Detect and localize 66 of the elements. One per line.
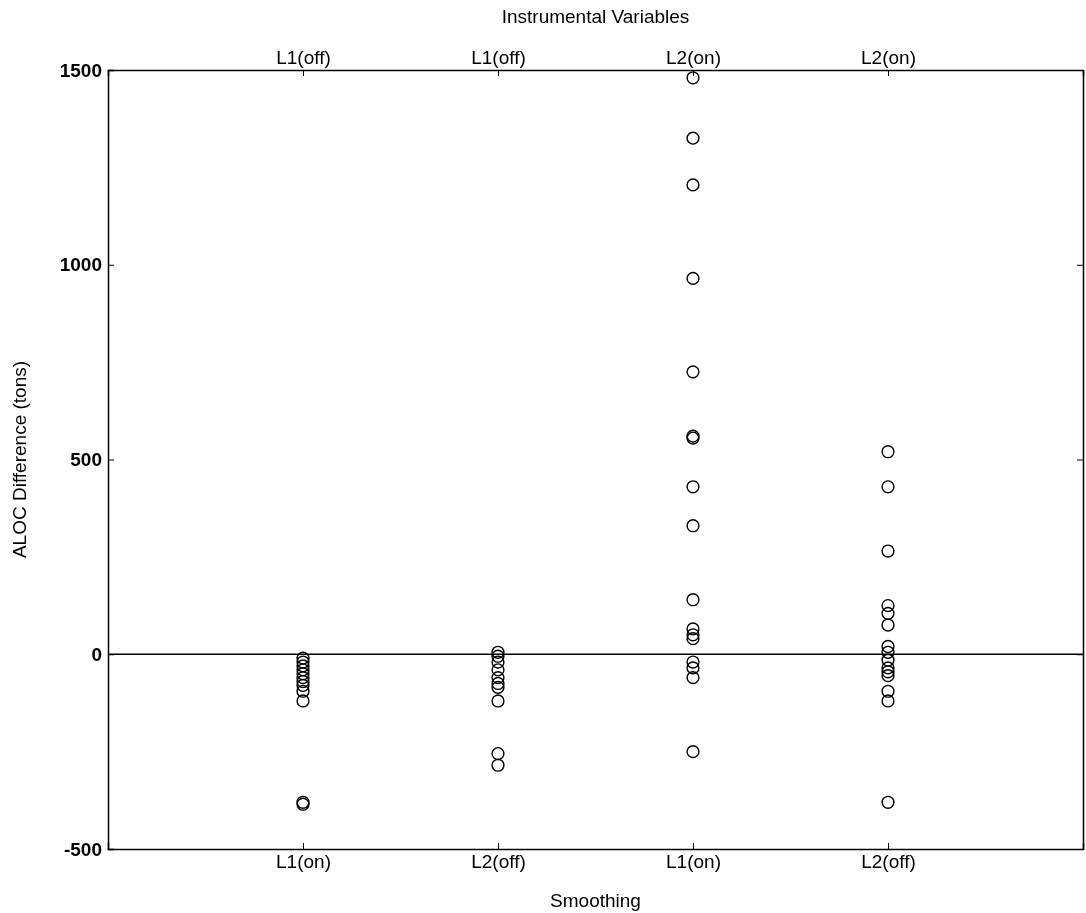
text: L1(off) (276, 47, 331, 68)
point (881, 639, 895, 654)
y-tick-label: 1000 (59, 254, 102, 276)
point (686, 628, 700, 642)
point (296, 678, 310, 693)
point (881, 445, 895, 459)
point (491, 671, 505, 685)
y-tick-label: -500 (63, 838, 102, 860)
point (881, 598, 895, 613)
x-tick-label: L2(off) (861, 851, 916, 873)
point (296, 651, 310, 665)
y-axis-title: ALOC Difference (tons) (9, 360, 30, 559)
point (686, 365, 700, 379)
point (296, 667, 310, 681)
point (296, 671, 310, 685)
point (686, 131, 700, 145)
point (686, 71, 700, 85)
y-tick-label: 500 (70, 449, 102, 471)
point (881, 795, 895, 809)
point (881, 684, 895, 698)
point (686, 655, 700, 669)
x2-axis-title: Instrumental Variables (501, 6, 690, 27)
point (686, 519, 700, 533)
text: L2(on) (861, 47, 916, 68)
point (296, 663, 310, 677)
point (881, 653, 895, 667)
point (296, 659, 310, 673)
point (686, 632, 700, 646)
point (686, 480, 700, 494)
point (686, 593, 700, 607)
point (491, 676, 505, 691)
point (491, 758, 505, 772)
point (686, 178, 700, 192)
point (491, 694, 505, 708)
point (296, 684, 310, 698)
point (491, 746, 505, 761)
point (881, 694, 895, 708)
x-tick-label: L2(off) (471, 851, 526, 873)
point (881, 618, 895, 632)
point (686, 745, 700, 759)
text: L1(off) (471, 47, 526, 68)
point (296, 674, 310, 689)
point (881, 665, 895, 679)
point (296, 694, 310, 708)
point (881, 669, 895, 683)
text: L2(on) (666, 47, 721, 68)
point (881, 544, 895, 558)
point (491, 645, 505, 659)
point (686, 271, 700, 285)
point (491, 680, 505, 694)
point (491, 649, 505, 663)
point (881, 661, 895, 675)
y-tick-label: 1500 (59, 59, 102, 81)
point (296, 655, 310, 669)
y-tick-label: 0 (91, 643, 102, 665)
x-tick-label: L1(on) (276, 851, 331, 873)
point (491, 663, 505, 677)
x-axis-title: Smoothing (550, 890, 641, 911)
point (686, 671, 700, 685)
point (881, 645, 895, 659)
point (491, 655, 505, 669)
point (881, 480, 895, 494)
point (686, 622, 700, 636)
point (686, 661, 700, 675)
point (881, 606, 895, 620)
x-tick-label: L1(on) (666, 851, 721, 873)
